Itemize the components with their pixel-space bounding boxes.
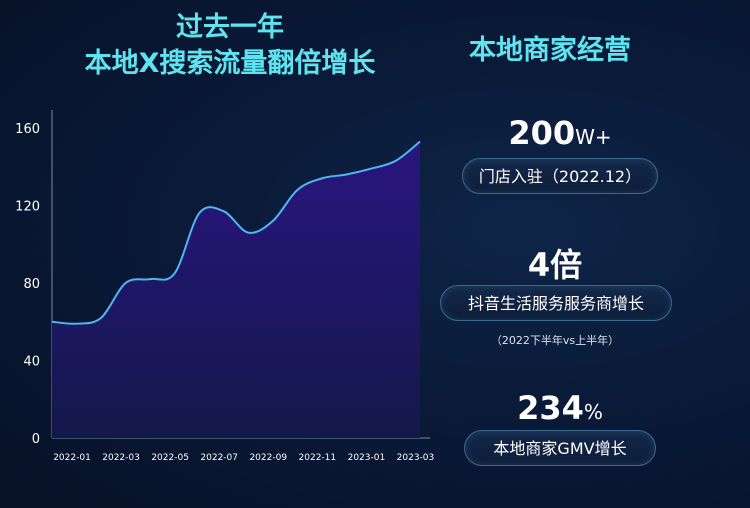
x-tick-label: 2022-11	[299, 453, 337, 463]
stat-stores-value: 200W+	[410, 114, 710, 152]
area-fill	[52, 141, 420, 438]
x-tick-label: 2023-03	[397, 453, 435, 463]
stat-gmv-unit: %	[583, 400, 603, 424]
stat-providers-note: （2022下半年vs上半年）	[490, 334, 620, 347]
y-tick-label: 120	[15, 200, 40, 215]
stat-stores-number: 200	[508, 114, 576, 152]
section-title: 本地商家经营	[469, 35, 631, 66]
x-tick-label: 2022-03	[102, 453, 140, 463]
y-tick-label: 80	[23, 277, 40, 292]
stat-stores-unit: W+	[575, 125, 612, 149]
stat-gmv-number: 234	[517, 389, 584, 427]
x-tick-label: 2022-01	[53, 453, 91, 463]
stat-stores-label: 门店入驻（2022.12）	[462, 158, 658, 194]
x-tick-label: 2022-05	[151, 453, 189, 463]
stat-providers-value: 4倍	[527, 246, 583, 284]
stat-gmv-value: 234%	[410, 389, 710, 427]
y-tick-label: 40	[23, 355, 40, 370]
series-line	[51, 140, 421, 325]
x-tick-label: 2022-07	[200, 453, 238, 463]
x-tick-label: 2023-01	[348, 453, 386, 463]
chart-title-line1: 过去一年	[176, 12, 284, 43]
y-tick-label: 0	[32, 432, 40, 447]
x-tick-label: 2022-09	[249, 453, 287, 463]
chart-title-line2: 本地X搜索流量翻倍增长	[84, 48, 376, 79]
y-tick-label: 160	[15, 122, 40, 137]
chart-title: 过去一年 本地X搜索流量翻倍增长	[40, 10, 420, 82]
stat-providers-label: 抖音生活服务服务商增长	[440, 285, 672, 321]
stat-gmv-label: 本地商家GMV增长	[464, 430, 656, 466]
